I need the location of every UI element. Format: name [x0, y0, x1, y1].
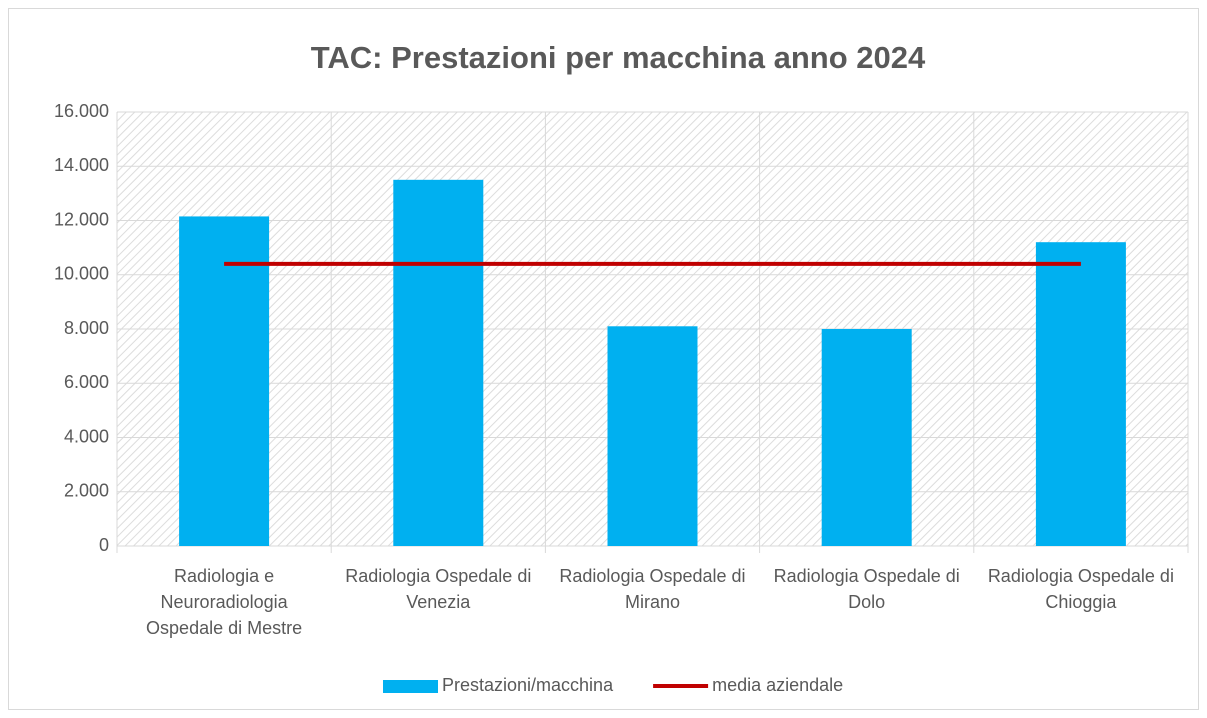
y-tick-label: 14.000	[54, 155, 109, 175]
x-tick-label: Radiologia Ospedale di Mirano	[559, 566, 746, 612]
y-tick-label: 12.000	[54, 209, 109, 229]
bar	[607, 326, 698, 546]
bar	[393, 179, 484, 546]
y-tick-label: 16.000	[54, 101, 109, 121]
bar	[821, 329, 912, 546]
y-tick-label: 4.000	[64, 426, 109, 446]
x-tick-label: Radiologia Ospedale di Venezia	[345, 566, 532, 612]
chart-title: TAC: Prestazioni per macchina anno 2024	[311, 40, 926, 75]
x-tick-label: Radiologia Ospedale di Dolo	[773, 566, 960, 612]
y-tick-label: 6.000	[64, 372, 109, 392]
legend-swatch	[383, 680, 438, 693]
bar	[1035, 242, 1126, 546]
y-tick-label: 10.000	[54, 264, 109, 284]
y-tick-label: 0	[99, 535, 109, 555]
y-tick-label: 2.000	[64, 481, 109, 501]
bar	[179, 216, 270, 546]
legend-label: Prestazioni/macchina	[442, 675, 614, 695]
legend-label: media aziendale	[712, 675, 843, 695]
x-tick-label: Radiologia e Neuroradiologia Ospedale di…	[146, 566, 303, 638]
y-tick-label: 8.000	[64, 318, 109, 338]
x-tick-label: Radiologia Ospedale di Chioggia	[987, 566, 1174, 612]
